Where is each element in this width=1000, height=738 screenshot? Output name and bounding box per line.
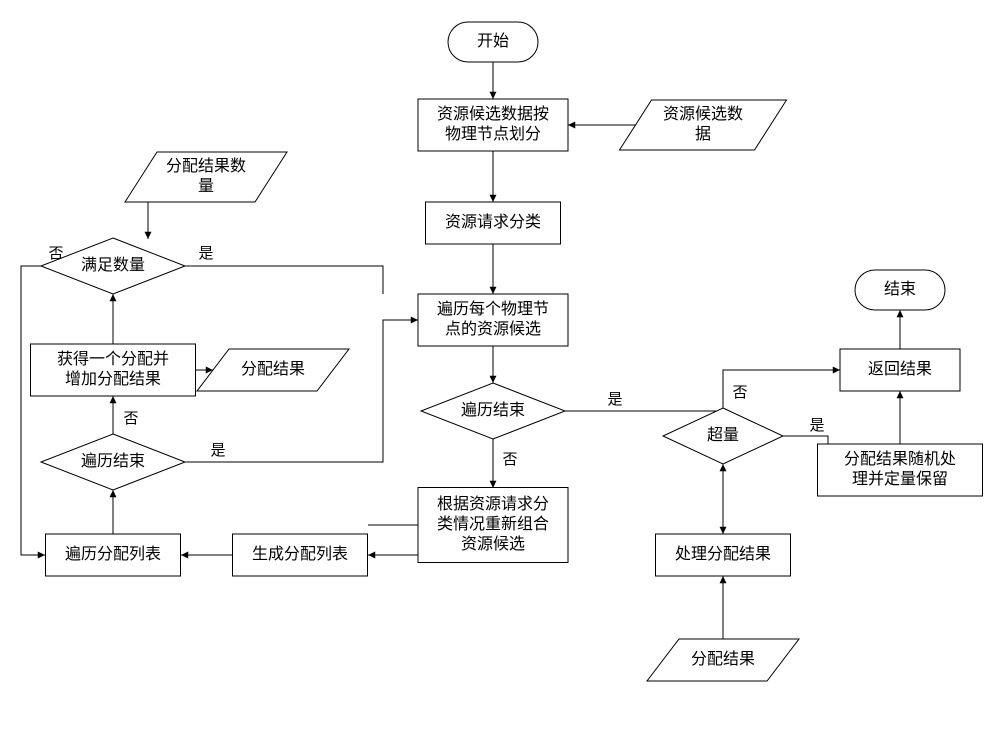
svg-text:遍历每个物理节: 遍历每个物理节 bbox=[437, 300, 549, 318]
node-rand_keep: 分配结果随机处理并定量保留 bbox=[818, 444, 983, 496]
node-return: 返回结果 bbox=[840, 349, 960, 391]
node-over: 超量 bbox=[663, 408, 783, 464]
node-end: 结束 bbox=[855, 270, 945, 310]
svg-text:否: 否 bbox=[502, 451, 517, 468]
svg-text:生成分配列表: 生成分配列表 bbox=[252, 545, 348, 563]
svg-text:量: 量 bbox=[198, 178, 214, 195]
svg-text:类情况重新组合: 类情况重新组合 bbox=[437, 515, 549, 533]
svg-text:是: 是 bbox=[809, 417, 824, 434]
svg-text:资源候选数: 资源候选数 bbox=[663, 105, 743, 123]
flowchart: 否是否是是否是否开始资源候选数据资源候选数据按物理节点划分资源请求分类遍历每个物… bbox=[0, 0, 1000, 738]
svg-text:遍历结束: 遍历结束 bbox=[81, 452, 145, 470]
svg-text:资源请求分类: 资源请求分类 bbox=[445, 213, 541, 231]
node-proc_res: 处理分配结果 bbox=[656, 534, 791, 576]
svg-text:获得一个分配并: 获得一个分配并 bbox=[57, 350, 169, 368]
svg-text:遍历分配列表: 遍历分配列表 bbox=[65, 545, 161, 563]
node-gen_list: 生成分配列表 bbox=[233, 534, 368, 576]
svg-text:是: 是 bbox=[198, 245, 213, 262]
svg-text:是: 是 bbox=[210, 442, 225, 459]
svg-text:分配结果随机处: 分配结果随机处 bbox=[844, 450, 956, 468]
node-traverse: 遍历每个物理节点的资源候选 bbox=[418, 294, 568, 346]
svg-text:开始: 开始 bbox=[477, 32, 509, 50]
node-start: 开始 bbox=[448, 22, 538, 62]
svg-text:根据资源请求分: 根据资源请求分 bbox=[437, 495, 549, 513]
node-qty_data: 分配结果数量 bbox=[125, 152, 287, 202]
svg-text:满足数量: 满足数量 bbox=[81, 256, 145, 274]
svg-text:结束: 结束 bbox=[884, 280, 916, 298]
svg-text:分配结果: 分配结果 bbox=[691, 650, 755, 668]
svg-text:否: 否 bbox=[123, 410, 138, 427]
svg-text:超量: 超量 bbox=[707, 426, 739, 444]
svg-text:分配结果数: 分配结果数 bbox=[166, 157, 246, 175]
svg-text:物理节点划分: 物理节点划分 bbox=[445, 125, 541, 143]
svg-text:否: 否 bbox=[732, 384, 747, 401]
svg-text:分配结果: 分配结果 bbox=[241, 360, 305, 378]
svg-text:据: 据 bbox=[695, 125, 711, 143]
svg-text:资源候选数据按: 资源候选数据按 bbox=[437, 105, 549, 123]
node-classify: 资源请求分类 bbox=[426, 202, 561, 244]
svg-text:点的资源候选: 点的资源候选 bbox=[445, 320, 541, 338]
node-trav_list: 遍历分配列表 bbox=[46, 534, 181, 576]
node-partition: 资源候选数据按物理节点划分 bbox=[418, 99, 568, 151]
node-get_alloc: 获得一个分配并增加分配结果 bbox=[31, 344, 196, 396]
svg-text:返回结果: 返回结果 bbox=[868, 360, 932, 378]
node-trav_end_l: 遍历结束 bbox=[41, 434, 185, 490]
svg-text:资源候选: 资源候选 bbox=[461, 535, 525, 553]
node-trav_end_r: 遍历结束 bbox=[421, 383, 565, 439]
svg-text:理并定量保留: 理并定量保留 bbox=[852, 470, 948, 488]
svg-text:是: 是 bbox=[607, 391, 622, 408]
svg-text:处理分配结果: 处理分配结果 bbox=[675, 545, 771, 563]
node-alloc_res_l: 分配结果 bbox=[197, 349, 349, 391]
node-alloc_res_r: 分配结果 bbox=[647, 639, 799, 681]
node-recombine: 根据资源请求分类情况重新组合资源候选 bbox=[418, 488, 568, 563]
svg-text:遍历结束: 遍历结束 bbox=[461, 401, 525, 419]
node-res_data: 资源候选数据 bbox=[620, 100, 787, 150]
svg-text:增加分配结果: 增加分配结果 bbox=[65, 370, 161, 388]
